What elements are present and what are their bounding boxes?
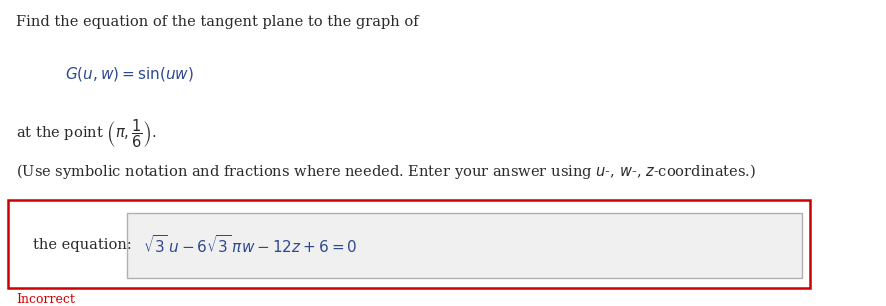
- Text: Incorrect: Incorrect: [16, 293, 75, 306]
- Text: at the point $\left(\pi, \dfrac{1}{6}\right)$.: at the point $\left(\pi, \dfrac{1}{6}\ri…: [16, 118, 157, 150]
- Text: the equation:: the equation:: [33, 238, 131, 252]
- Text: $G(u, w) = \sin(uw)$: $G(u, w) = \sin(uw)$: [66, 65, 194, 83]
- Text: Find the equation of the tangent plane to the graph of: Find the equation of the tangent plane t…: [16, 15, 419, 29]
- Bar: [127, 213, 803, 278]
- Bar: [8, 200, 811, 288]
- Text: $\sqrt{3}\, u - 6\sqrt{3}\, \pi w - 12z + 6 = 0$: $\sqrt{3}\, u - 6\sqrt{3}\, \pi w - 12z …: [144, 234, 358, 256]
- Text: (Use symbolic notation and fractions where needed. Enter your answer using $u$-,: (Use symbolic notation and fractions whe…: [16, 162, 757, 181]
